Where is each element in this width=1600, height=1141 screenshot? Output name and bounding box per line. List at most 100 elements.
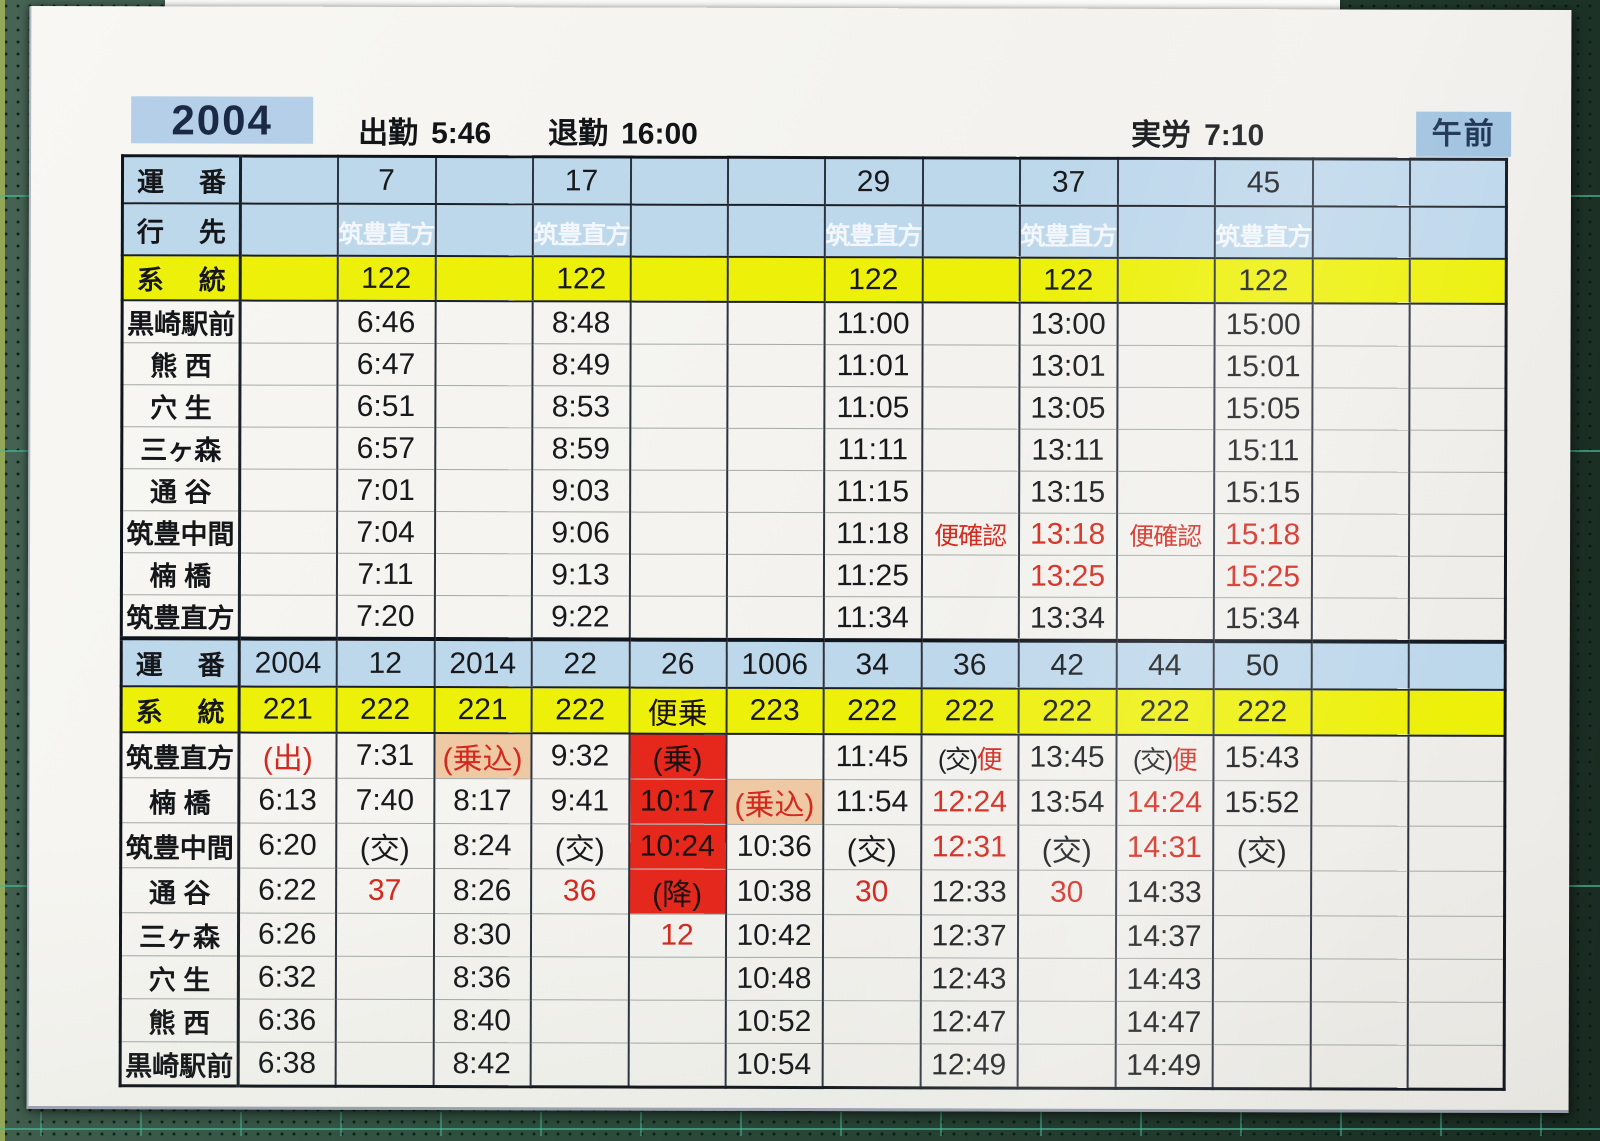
row-station: 穴 生 6:32 8:36 10:48 12:43 14:43 <box>120 955 1505 1003</box>
time-cell: 37 <box>335 868 434 914</box>
route-number-cell <box>240 255 338 301</box>
route-number-cell: 222 <box>823 688 922 735</box>
time-cell: 7:40 <box>335 778 434 824</box>
time-cell <box>921 344 1020 388</box>
time-cell: 13:34 <box>1018 597 1117 641</box>
time-cell: 12 <box>628 914 726 958</box>
time-cell: 15:52 <box>1212 780 1312 826</box>
time-cell <box>530 913 629 958</box>
time-cell: 便確認 <box>1116 513 1214 556</box>
run-number-cell: 12 <box>336 638 435 688</box>
time-cell <box>1311 555 1409 599</box>
time-cell <box>726 596 824 641</box>
time-cell <box>727 301 825 345</box>
time-cell: 15:00 <box>1214 303 1313 346</box>
time-cell: 8:53 <box>531 385 630 429</box>
row-station: 穴 生 6:51 8:53 11:05 13:05 15:05 <box>121 384 1507 431</box>
work-value: 7:10 <box>1204 119 1265 153</box>
timetable-sheet: 2004 出勤 5:46 退勤 16:00 実労 7:10 午前 運 番 7 17 29 37… <box>26 5 1572 1114</box>
run-number-cell: 45 <box>1214 158 1313 207</box>
time-cell <box>1310 870 1408 917</box>
time-cell <box>434 385 532 428</box>
destination-cell: 筑豊直方 <box>1019 205 1118 258</box>
station-name: 三ヶ森 <box>120 912 239 957</box>
time-cell: 12:24 <box>920 779 1018 826</box>
time-cell <box>1311 387 1410 431</box>
route-number-cell: 222 <box>1018 688 1117 735</box>
run-number-cell: 50 <box>1213 641 1312 690</box>
time-cell: 7:11 <box>336 553 435 596</box>
time-cell: 10:52 <box>725 1000 823 1044</box>
time-cell: 11:15 <box>823 470 922 513</box>
time-cell <box>1017 1001 1116 1045</box>
time-cell: 11:45 <box>822 734 922 780</box>
row-run-number: 運 番 7 17 29 37 45 <box>122 155 1507 207</box>
destination-row-label: 行 先 <box>122 203 241 256</box>
time-cell: 15:25 <box>1213 555 1312 598</box>
run-number-cell <box>1311 641 1409 690</box>
time-cell <box>726 512 824 555</box>
time-cell <box>822 1043 921 1088</box>
time-cell: 14:47 <box>1115 1001 1213 1045</box>
time-cell <box>1408 514 1506 557</box>
route-number-cell <box>435 256 533 302</box>
route-number-cell: 122 <box>1019 257 1118 303</box>
row-route: 系 統 122 122 122 122 122 <box>122 255 1507 304</box>
time-cell: 11:25 <box>823 554 922 597</box>
time-cell <box>628 957 726 1001</box>
station-name: 通 谷 <box>121 468 240 512</box>
time-cell <box>1408 598 1506 642</box>
time-cell <box>726 470 824 513</box>
time-cell <box>1311 513 1409 557</box>
cutting-mat-edge-strip <box>0 0 5 1141</box>
station-name: 黒崎駅前 <box>122 300 241 344</box>
time-cell: (交)便 <box>920 734 1019 781</box>
time-cell <box>239 511 337 554</box>
time-cell <box>530 1042 629 1088</box>
row-station: 筑豊直方 7:20 9:22 11:34 13:34 15:34 <box>121 594 1506 642</box>
run-number-cell <box>630 157 728 205</box>
leave-value: 16:00 <box>621 117 698 151</box>
route-number-cell <box>1409 258 1507 304</box>
time-cell <box>1407 1045 1505 1090</box>
time-cell: 7:20 <box>336 595 435 640</box>
time-cell: 8:40 <box>433 999 531 1043</box>
destination-cell <box>727 204 825 258</box>
time-cell: 9:22 <box>531 595 630 640</box>
duty-number-badge: 2004 <box>131 96 314 144</box>
time-cell: 12:47 <box>920 1000 1018 1045</box>
time-cell <box>1408 556 1506 599</box>
time-cell: 8:30 <box>433 913 531 957</box>
time-cell: 15:34 <box>1213 597 1312 642</box>
time-cell <box>1310 1001 1408 1046</box>
time-cell: 6:47 <box>336 343 436 386</box>
time-cell <box>530 956 629 1001</box>
row-destination: 行 先 筑豊直方 筑豊直方 筑豊直方 筑豊直方 筑豊直方 <box>122 203 1507 259</box>
work-label: 実労 <box>1131 118 1192 153</box>
run-number-cell <box>435 156 533 205</box>
time-cell: 10:17 <box>628 779 726 825</box>
time-cell <box>726 386 824 429</box>
time-cell <box>822 914 921 958</box>
time-cell: 30 <box>1017 870 1116 916</box>
destination-cell <box>922 205 1020 258</box>
time-cell: 13:18 <box>1018 513 1117 556</box>
time-cell <box>1408 388 1507 431</box>
time-cell: 10:24 <box>628 824 726 870</box>
time-cell: 13:45 <box>1017 734 1117 781</box>
time-cell <box>335 1042 434 1087</box>
time-cell <box>1311 429 1409 473</box>
row-station: 筑豊直方 (出) 7:31 (乗込) 9:32 (乗) 11:45 (交)便 13:45 (交)便… <box>120 732 1506 782</box>
time-cell <box>1408 430 1506 473</box>
actual-work-time: 実労 7:10 <box>1131 110 1264 154</box>
row-station: 黒崎駅前 6:46 8:48 11:00 13:00 15:00 <box>122 300 1507 347</box>
time-cell <box>1407 826 1505 872</box>
cutting-mat-tick-marks <box>40 1112 1600 1136</box>
time-cell <box>921 428 1019 472</box>
time-cell: 8:36 <box>433 956 531 1000</box>
time-cell <box>239 343 338 386</box>
time-cell <box>1116 555 1214 598</box>
time-cell <box>1117 345 1215 388</box>
time-cell: 7:01 <box>336 469 435 512</box>
